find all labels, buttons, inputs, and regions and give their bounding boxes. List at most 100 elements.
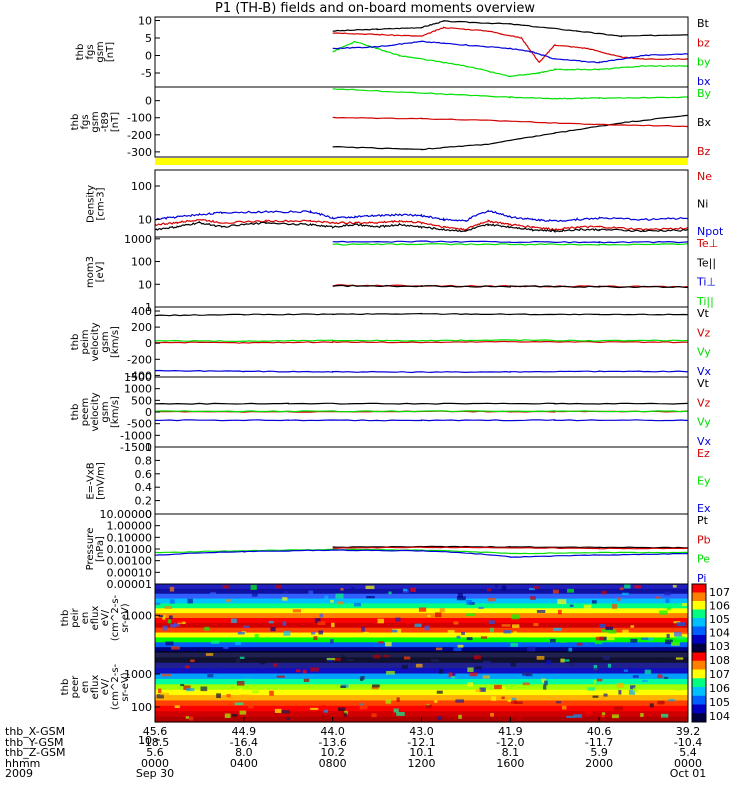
page-title: P1 (TH-B) fields and on-board moments ov… <box>215 1 535 16</box>
spectrogram-speckle <box>606 637 615 641</box>
panel-density-ylabel: Density [cm-3] <box>85 184 106 223</box>
colorbar-segment <box>692 626 706 636</box>
spectrogram-speckle <box>295 669 301 673</box>
spectrogram-speckle <box>494 584 499 588</box>
spectrogram-speckle <box>593 664 598 670</box>
spectrogram-speckle <box>569 663 574 667</box>
spectrogram-speckle <box>372 684 380 688</box>
spectrogram-speckle <box>583 604 592 609</box>
spectrogram-speckle <box>611 603 618 609</box>
spectrogram-speckle <box>458 714 462 719</box>
spectrogram-speckle <box>451 676 456 679</box>
spectrogram-speckle <box>561 705 567 710</box>
ephem-value: -12.0 <box>496 735 525 749</box>
y-tick-label: 0 <box>145 50 152 63</box>
spectrogram-speckle <box>483 660 492 665</box>
spectrogram-speckle <box>544 680 548 686</box>
ephem-row-label: thb_X-GSM <box>5 725 66 738</box>
ephem-value: 39.2 <box>675 725 701 738</box>
panel-fgs-t89-ylabel: thb fgs gsm -t89 [nT] <box>70 111 121 133</box>
ephem-value: 10.2 <box>320 746 345 759</box>
spectrogram-speckle <box>596 678 603 682</box>
spectrogram-speckle <box>475 688 481 693</box>
spectrogram-speckle <box>601 629 611 633</box>
y-tick-label: -1500 <box>120 441 152 454</box>
spectrogram-speckle <box>347 658 355 662</box>
spectrogram-speckle <box>237 631 245 635</box>
spectrogram-speckle <box>630 638 638 643</box>
spectrogram-speckle <box>603 693 608 697</box>
spectrogram-speckle <box>665 598 670 603</box>
spectrogram-speckle <box>259 660 265 665</box>
spectrogram-speckle <box>674 631 682 637</box>
legend-Vt: Vt <box>697 377 710 390</box>
y-tick-label: 10.00000 <box>100 508 153 521</box>
spectrogram-speckle <box>304 644 311 647</box>
spectrogram-speckle <box>323 709 329 713</box>
series-Bz <box>332 116 689 128</box>
mode-bar <box>155 158 688 165</box>
spectrogram-speckle <box>624 584 631 589</box>
colorbar-tick-label: 104 <box>709 627 730 640</box>
spectrogram-speckle <box>453 647 462 651</box>
spectrogram-speckle <box>222 585 230 589</box>
spectrogram-speckle <box>664 639 673 644</box>
ephem-value: 41.9 <box>498 725 523 738</box>
legend-Pb: Pb <box>697 533 711 546</box>
spectrogram-speckle <box>644 669 651 674</box>
series-Pt <box>332 545 688 549</box>
colorbar-tick-label: 108 <box>709 654 730 667</box>
y-tick-label: 0.10000 <box>107 531 153 544</box>
spectrogram-speckle <box>456 635 461 639</box>
spectrogram-speckle <box>365 585 375 590</box>
spectrogram-speckle <box>541 678 546 683</box>
spectrogram-speckle <box>185 665 190 669</box>
y-tick-label: 400 <box>131 305 152 318</box>
legend-Bx: Bx <box>697 116 712 129</box>
spectrogram-speckle <box>513 631 517 635</box>
y-tick-label: 10 <box>138 15 152 28</box>
spectrogram-speckle <box>557 609 562 615</box>
y-tick-label: 0 <box>145 508 152 521</box>
spectrogram-speckle <box>613 706 623 711</box>
spectrogram-speckle <box>482 675 491 679</box>
y-tick-label: 1000 <box>124 668 152 681</box>
legend-Ne: Ne <box>697 170 712 183</box>
spectrogram-speckle <box>303 678 310 683</box>
y-tick-label: -200 <box>127 129 152 142</box>
y-tick-label: 0.00001 <box>107 578 153 591</box>
spectrogram-speckle <box>649 703 654 708</box>
panel-peer-en-ylabel: thb peer en eflux eV/ (cm^2-s- sr-eV) <box>60 663 131 711</box>
ephem-value: 8.0 <box>235 746 253 759</box>
spectrogram-speckle <box>302 669 307 674</box>
legend-Vz: Vz <box>697 326 711 339</box>
y-tick-label: -300 <box>127 146 152 159</box>
spectrogram-speckle <box>507 699 513 702</box>
spectrogram-speckle <box>676 636 685 640</box>
series-Te <box>332 284 689 289</box>
ephem-value: 44.0 <box>320 725 345 738</box>
series-Vy <box>154 410 689 413</box>
spectrogram-speckle <box>569 604 574 607</box>
spectrogram-speckle <box>663 676 669 679</box>
spectrogram-speckle <box>592 667 599 672</box>
spectrogram-band <box>155 593 688 600</box>
spectrogram-band <box>155 678 688 685</box>
spectrogram-speckle <box>660 713 669 718</box>
y-tick-label: 1000 <box>124 609 152 622</box>
spectrogram-speckle <box>282 621 287 626</box>
spectrogram-speckle <box>427 614 431 618</box>
spectrogram-speckle <box>543 684 547 690</box>
spectrogram-speckle <box>611 714 619 719</box>
spectrogram-speckle <box>619 587 624 590</box>
spectrogram-speckle <box>474 666 482 670</box>
spectrogram-band <box>155 652 688 658</box>
spectrogram-speckle <box>343 712 347 717</box>
spectrogram-speckle <box>236 680 245 686</box>
spectrogram-speckle <box>658 657 664 662</box>
panel-frame <box>154 513 689 585</box>
spectrogram-speckle <box>360 703 364 706</box>
spectrogram-speckle <box>366 595 375 599</box>
ephem-value: 10.1 <box>409 746 434 759</box>
spectrogram-speckle <box>456 596 466 601</box>
